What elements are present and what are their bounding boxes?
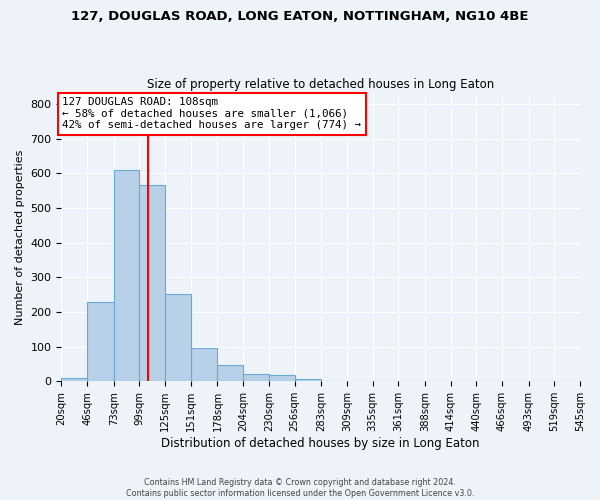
Bar <box>191 348 217 382</box>
Bar <box>61 378 87 382</box>
Bar <box>217 366 243 382</box>
Bar <box>165 294 191 382</box>
Bar <box>295 378 321 382</box>
Title: Size of property relative to detached houses in Long Eaton: Size of property relative to detached ho… <box>147 78 494 91</box>
Bar <box>114 170 139 382</box>
X-axis label: Distribution of detached houses by size in Long Eaton: Distribution of detached houses by size … <box>161 437 480 450</box>
Bar <box>139 186 165 382</box>
Text: 127, DOUGLAS ROAD, LONG EATON, NOTTINGHAM, NG10 4BE: 127, DOUGLAS ROAD, LONG EATON, NOTTINGHA… <box>71 10 529 23</box>
Text: Contains HM Land Registry data © Crown copyright and database right 2024.
Contai: Contains HM Land Registry data © Crown c… <box>126 478 474 498</box>
Text: 127 DOUGLAS ROAD: 108sqm
← 58% of detached houses are smaller (1,066)
42% of sem: 127 DOUGLAS ROAD: 108sqm ← 58% of detach… <box>62 97 361 130</box>
Bar <box>243 374 269 382</box>
Bar <box>87 302 114 382</box>
Y-axis label: Number of detached properties: Number of detached properties <box>15 150 25 325</box>
Bar <box>269 375 295 382</box>
